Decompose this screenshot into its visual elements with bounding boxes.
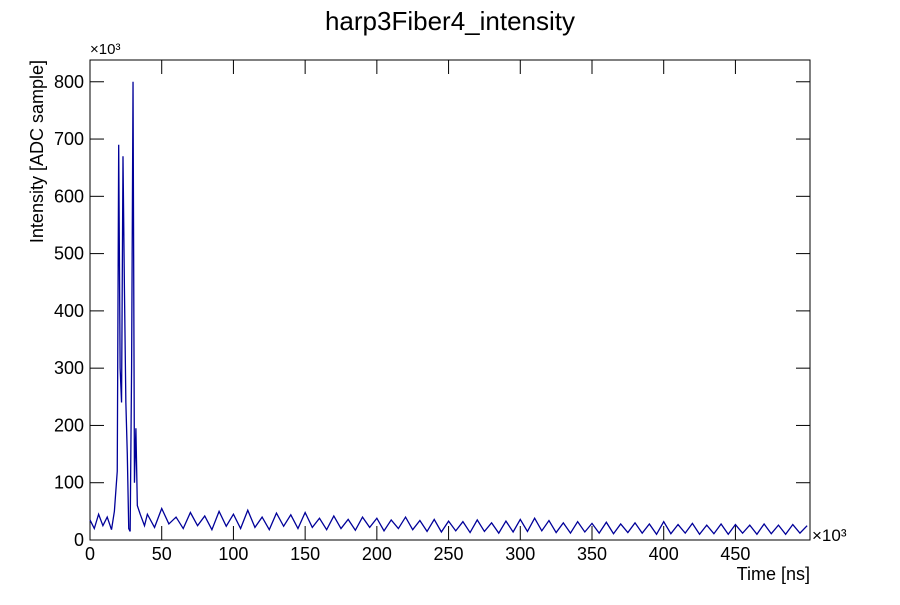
y-tick-label: 800 [54,72,84,92]
x-tick-label: 400 [649,544,679,564]
x-tick-label: 300 [505,544,535,564]
x-tick-label: 450 [720,544,750,564]
y-tick-label: 200 [54,415,84,435]
y-axis-label: Intensity [ADC sample] [27,60,47,243]
chart-title: harp3Fiber4_intensity [325,6,575,36]
plot-frame [89,59,811,541]
x-tick-label: 150 [290,544,320,564]
x-tick-label: 0 [85,544,95,564]
x-tick-label: 50 [152,544,172,564]
x-exponent: ×10³ [812,526,847,545]
y-tick-label: 400 [54,301,84,321]
y-tick-label: 100 [54,473,84,493]
y-tick-label: 500 [54,244,84,264]
x-tick-label: 250 [434,544,464,564]
y-exponent: ×10³ [90,41,120,58]
data-line [89,81,808,536]
y-tick-label: 700 [54,129,84,149]
x-tick-label: 100 [218,544,248,564]
y-tick-label: 300 [54,358,84,378]
x-tick-label: 200 [362,544,392,564]
x-axis-label: Time [ns] [737,564,810,584]
y-tick-label: 600 [54,186,84,206]
y-tick-label: 0 [74,530,84,550]
x-tick-label: 350 [577,544,607,564]
